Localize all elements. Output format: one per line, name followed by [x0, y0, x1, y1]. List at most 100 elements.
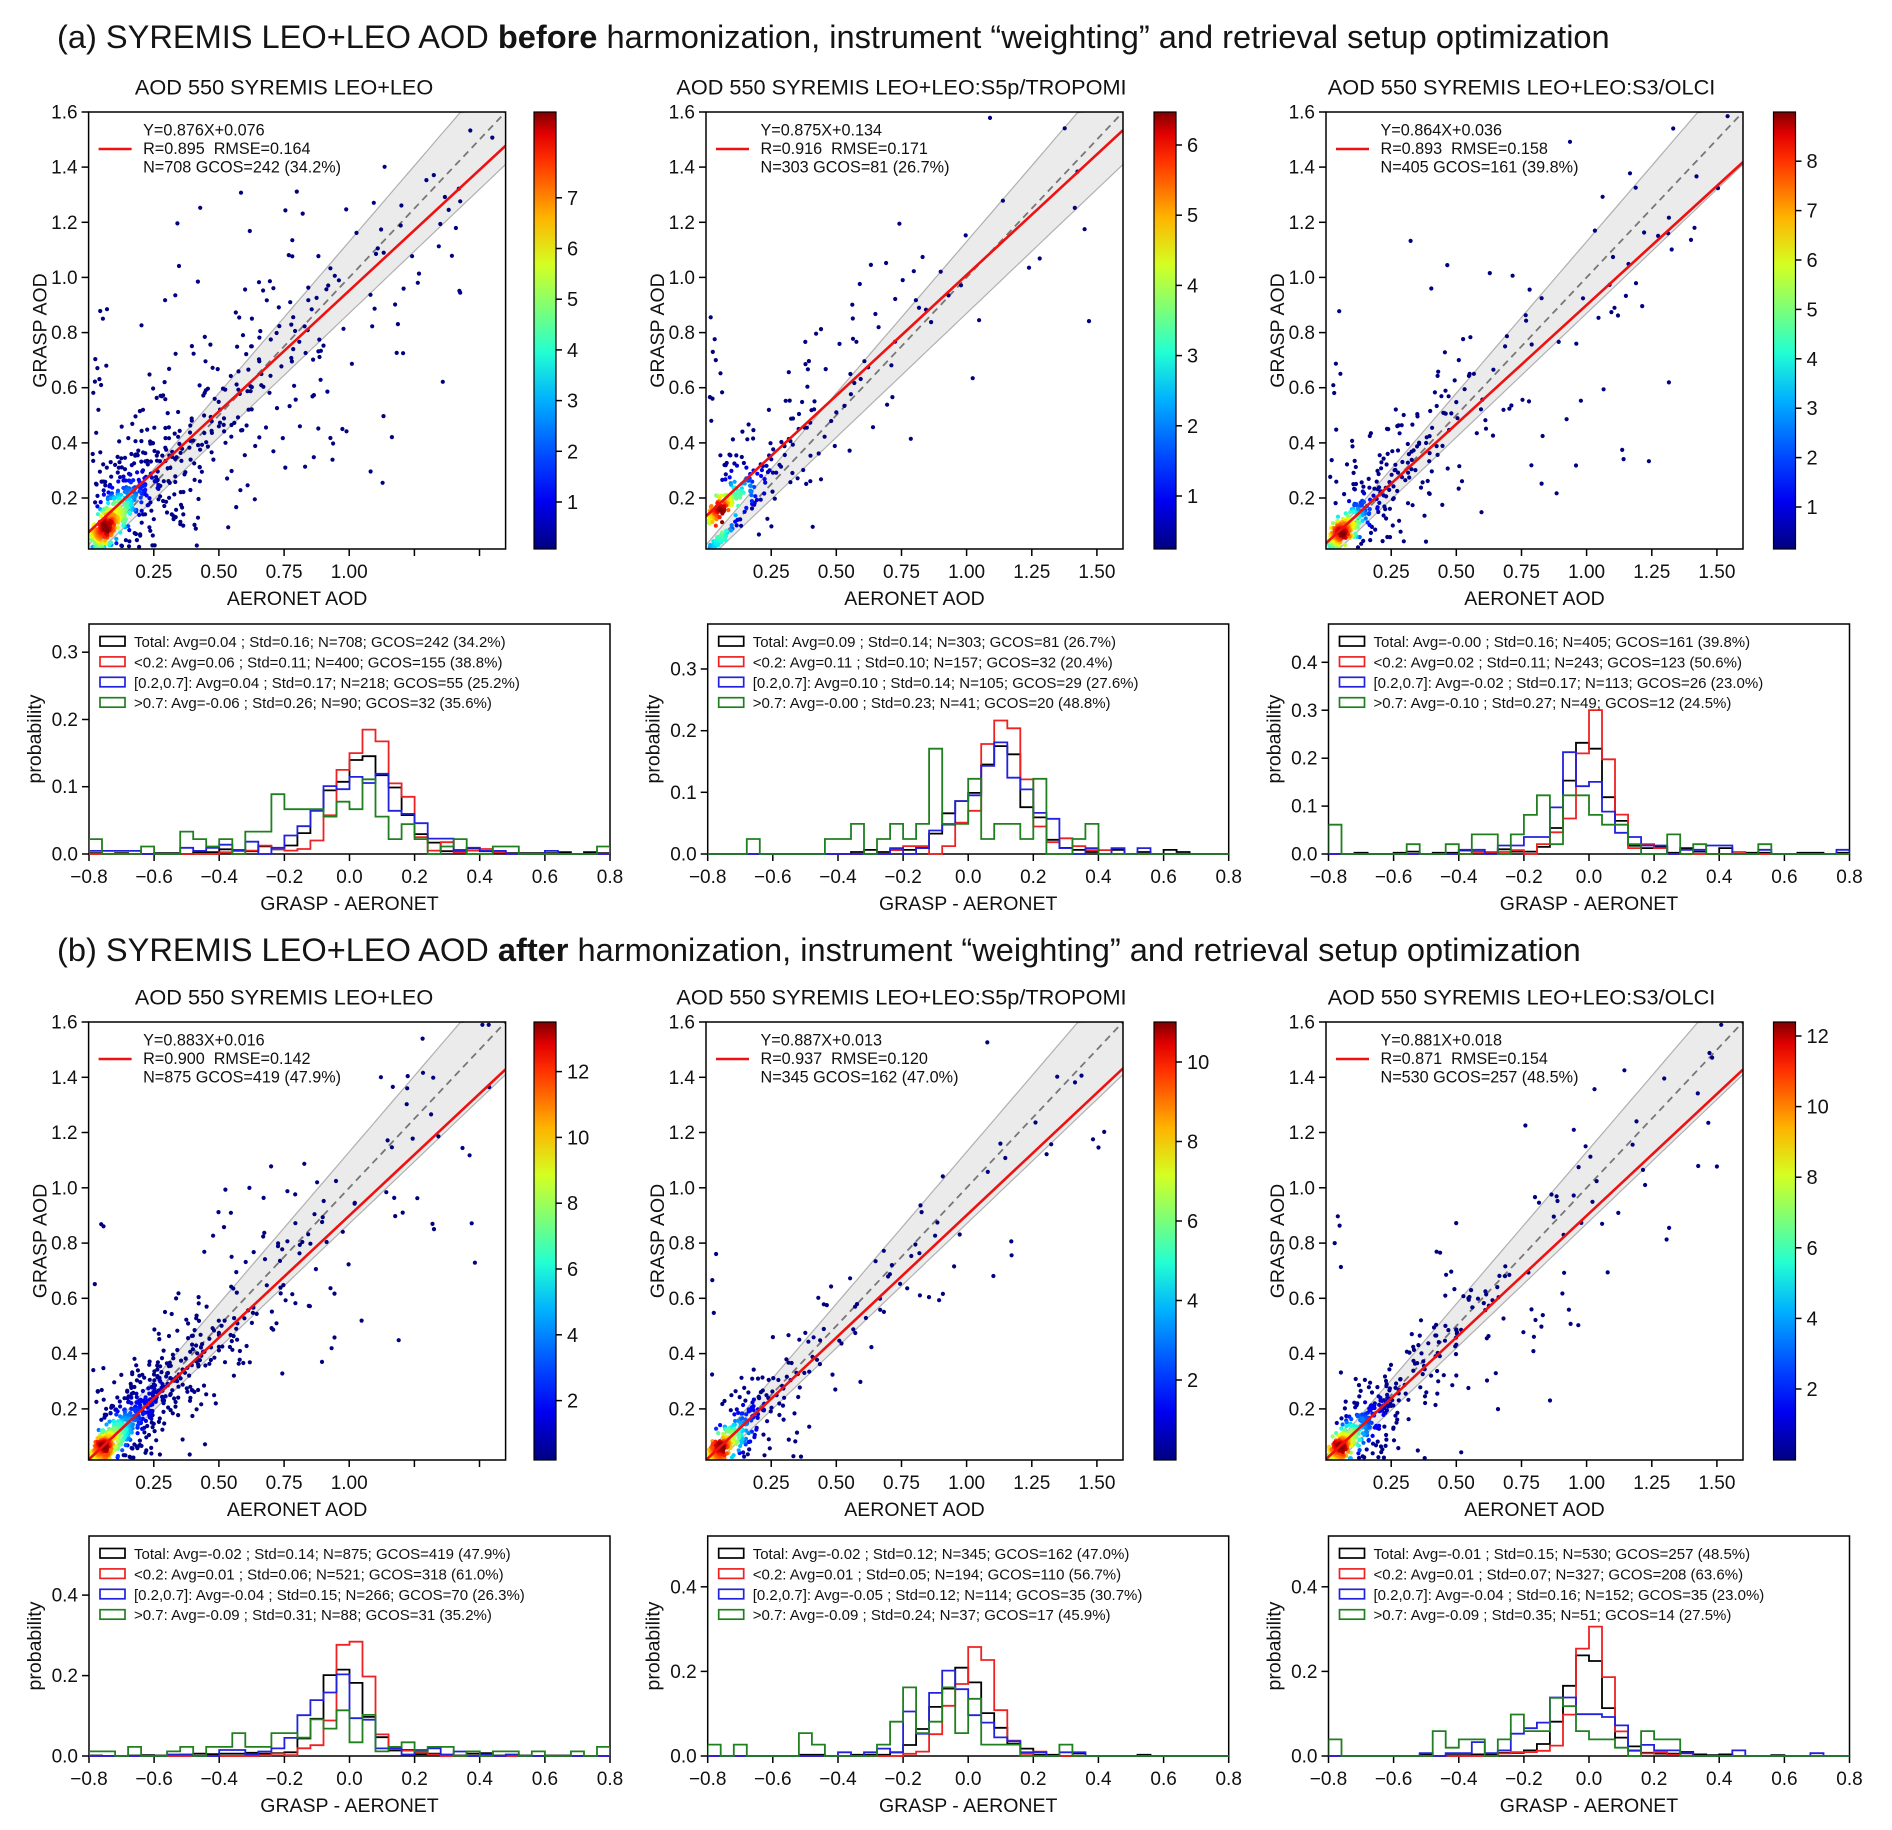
svg-text:>0.7: Avg=-0.09 ; Std=0.31; N=: >0.7: Avg=-0.09 ; Std=0.31; N=88; GCOS=3…	[134, 1607, 492, 1624]
svg-text:AERONET AOD: AERONET AOD	[1464, 1499, 1605, 1521]
svg-text:0.75: 0.75	[266, 562, 303, 583]
svg-text:1.4: 1.4	[51, 1068, 78, 1089]
svg-text:1: 1	[1807, 497, 1818, 519]
svg-text:<0.2: Avg=0.06 ; Std=0.11; N=4: <0.2: Avg=0.06 ; Std=0.11; N=400; GCOS=1…	[134, 654, 502, 671]
svg-text:1.0: 1.0	[669, 1178, 695, 1199]
svg-text:GRASP AOD: GRASP AOD	[647, 1184, 669, 1299]
svg-text:0.4: 0.4	[466, 867, 493, 888]
svg-text:<0.2: Avg=0.01 ; Std=0.05; N=1: <0.2: Avg=0.01 ; Std=0.05; N=194; GCOS=1…	[753, 1566, 1121, 1583]
svg-text:Y=0.881X+0.018: Y=0.881X+0.018	[1381, 1032, 1503, 1050]
svg-text:0.2: 0.2	[1641, 867, 1667, 888]
svg-text:8: 8	[567, 1193, 578, 1215]
svg-text:0.50: 0.50	[818, 1473, 855, 1494]
svg-text:6: 6	[1807, 250, 1818, 272]
svg-text:1.6: 1.6	[51, 1013, 77, 1034]
svg-text:R=0.937 RMSE=0.120: R=0.937 RMSE=0.120	[761, 1050, 928, 1068]
svg-text:1.2: 1.2	[51, 213, 77, 234]
svg-text:5: 5	[1807, 299, 1818, 321]
svg-text:probability: probability	[643, 1601, 665, 1690]
svg-text:0.75: 0.75	[883, 1473, 920, 1494]
svg-text:0.2: 0.2	[670, 1662, 696, 1683]
svg-text:0.8: 0.8	[1215, 1769, 1241, 1790]
svg-text:0.8: 0.8	[1289, 1234, 1315, 1255]
svg-text:Y=0.887X+0.013: Y=0.887X+0.013	[761, 1032, 883, 1050]
svg-text:0.8: 0.8	[51, 323, 77, 344]
svg-text:8: 8	[1807, 151, 1818, 173]
svg-text:7: 7	[1807, 201, 1818, 223]
svg-text:[0.2,0.7]: Avg=-0.04 ; Std=0.1: [0.2,0.7]: Avg=-0.04 ; Std=0.15; N=266; …	[134, 1587, 525, 1604]
svg-text:R=0.893 RMSE=0.158: R=0.893 RMSE=0.158	[1381, 140, 1548, 158]
svg-text:R=0.900 RMSE=0.142: R=0.900 RMSE=0.142	[143, 1050, 310, 1068]
svg-text:7: 7	[567, 188, 578, 210]
svg-text:0.8: 0.8	[51, 1234, 77, 1255]
svg-text:1.25: 1.25	[1633, 562, 1670, 583]
svg-text:0.50: 0.50	[200, 562, 237, 583]
svg-text:R=0.916 RMSE=0.171: R=0.916 RMSE=0.171	[761, 140, 928, 158]
svg-text:8: 8	[1187, 1132, 1198, 1154]
svg-text:AERONET AOD: AERONET AOD	[844, 588, 985, 610]
svg-text:0.2: 0.2	[1289, 1399, 1315, 1420]
svg-text:[0.2,0.7]: Avg=-0.05 ; Std=0.1: [0.2,0.7]: Avg=-0.05 ; Std=0.12; N=114; …	[753, 1587, 1143, 1604]
svg-text:Y=0.883X+0.016: Y=0.883X+0.016	[143, 1032, 265, 1050]
svg-text:GRASP AOD: GRASP AOD	[30, 273, 52, 388]
svg-text:0.6: 0.6	[1150, 1769, 1176, 1790]
svg-text:0.2: 0.2	[51, 489, 77, 510]
svg-text:0.4: 0.4	[51, 433, 78, 454]
svg-text:1.00: 1.00	[1568, 562, 1605, 583]
svg-text:−0.4: −0.4	[1440, 1769, 1478, 1790]
svg-text:1.2: 1.2	[669, 213, 695, 234]
svg-text:0.6: 0.6	[532, 867, 558, 888]
svg-text:N=303 GCOS=81 (26.7%): N=303 GCOS=81 (26.7%)	[761, 159, 950, 177]
svg-text:0.2: 0.2	[670, 721, 696, 742]
svg-text:0.2: 0.2	[669, 1399, 695, 1420]
svg-text:2: 2	[1187, 1370, 1198, 1392]
svg-text:0.0: 0.0	[1291, 845, 1317, 866]
svg-text:>0.7: Avg=-0.09 ; Std=0.24; N=: >0.7: Avg=-0.09 ; Std=0.24; N=37; GCOS=1…	[753, 1607, 1111, 1624]
svg-text:[0.2,0.7]: Avg=-0.02 ; Std=0.1: [0.2,0.7]: Avg=-0.02 ; Std=0.17; N=113; …	[1374, 675, 1764, 692]
svg-text:R=0.871 RMSE=0.154: R=0.871 RMSE=0.154	[1381, 1050, 1548, 1068]
svg-text:0.0: 0.0	[336, 867, 362, 888]
svg-text:0.0: 0.0	[52, 1747, 78, 1768]
svg-text:Y=0.875X+0.134: Y=0.875X+0.134	[761, 122, 883, 140]
svg-text:GRASP AOD: GRASP AOD	[1267, 1184, 1289, 1299]
svg-text:probability: probability	[24, 1601, 46, 1690]
svg-text:4: 4	[1187, 275, 1198, 297]
svg-text:4: 4	[1807, 349, 1818, 371]
svg-text:0.8: 0.8	[597, 1769, 623, 1790]
svg-text:1.50: 1.50	[1078, 1473, 1115, 1494]
svg-text:0.2: 0.2	[1291, 1662, 1317, 1683]
svg-text:3: 3	[567, 391, 578, 413]
svg-text:−0.6: −0.6	[135, 1769, 173, 1790]
svg-text:0.2: 0.2	[669, 489, 695, 510]
svg-text:1.2: 1.2	[1289, 1123, 1315, 1144]
svg-text:1.6: 1.6	[669, 1013, 695, 1034]
svg-text:0.2: 0.2	[51, 1399, 77, 1420]
svg-text:R=0.895 RMSE=0.164: R=0.895 RMSE=0.164	[143, 140, 310, 158]
svg-text:1: 1	[1187, 486, 1198, 508]
svg-text:[0.2,0.7]: Avg=-0.04 ; Std=0.1: [0.2,0.7]: Avg=-0.04 ; Std=0.16; N=152; …	[1374, 1587, 1765, 1604]
svg-text:AOD 550 SYREMIS LEO+LEO:S5p/TR: AOD 550 SYREMIS LEO+LEO:S5p/TROPOMI	[676, 985, 1126, 1010]
svg-text:GRASP - AERONET: GRASP - AERONET	[879, 1795, 1058, 1817]
svg-text:0.4: 0.4	[51, 1344, 78, 1365]
svg-text:2: 2	[1187, 416, 1198, 438]
svg-text:1.0: 1.0	[1289, 268, 1315, 289]
svg-text:0.25: 0.25	[753, 1473, 790, 1494]
svg-text:1.0: 1.0	[1289, 1178, 1315, 1199]
svg-text:[0.2,0.7]: Avg=0.10 ; Std=0.14: [0.2,0.7]: Avg=0.10 ; Std=0.14; N=105; G…	[753, 675, 1139, 692]
svg-text:−0.8: −0.8	[1310, 867, 1348, 888]
svg-text:0.0: 0.0	[955, 1769, 981, 1790]
svg-text:5: 5	[567, 289, 578, 311]
svg-text:<0.2: Avg=0.01 ; Std=0.06; N=5: <0.2: Avg=0.01 ; Std=0.06; N=521; GCOS=3…	[134, 1566, 504, 1583]
svg-text:AERONET AOD: AERONET AOD	[227, 1499, 368, 1521]
svg-text:10: 10	[1187, 1052, 1209, 1074]
svg-text:1.6: 1.6	[669, 103, 695, 124]
svg-text:6: 6	[1187, 135, 1198, 157]
svg-text:4: 4	[567, 1325, 578, 1347]
svg-text:(b) SYREMIS LEO+LEO AOD after: (b) SYREMIS LEO+LEO AOD after harmonizat…	[57, 931, 1581, 968]
svg-text:−0.6: −0.6	[1375, 1769, 1413, 1790]
svg-text:1.00: 1.00	[948, 562, 985, 583]
svg-text:0.6: 0.6	[51, 378, 77, 399]
svg-text:0.2: 0.2	[1641, 1769, 1667, 1790]
svg-text:0.25: 0.25	[135, 562, 172, 583]
svg-text:4: 4	[567, 340, 578, 362]
